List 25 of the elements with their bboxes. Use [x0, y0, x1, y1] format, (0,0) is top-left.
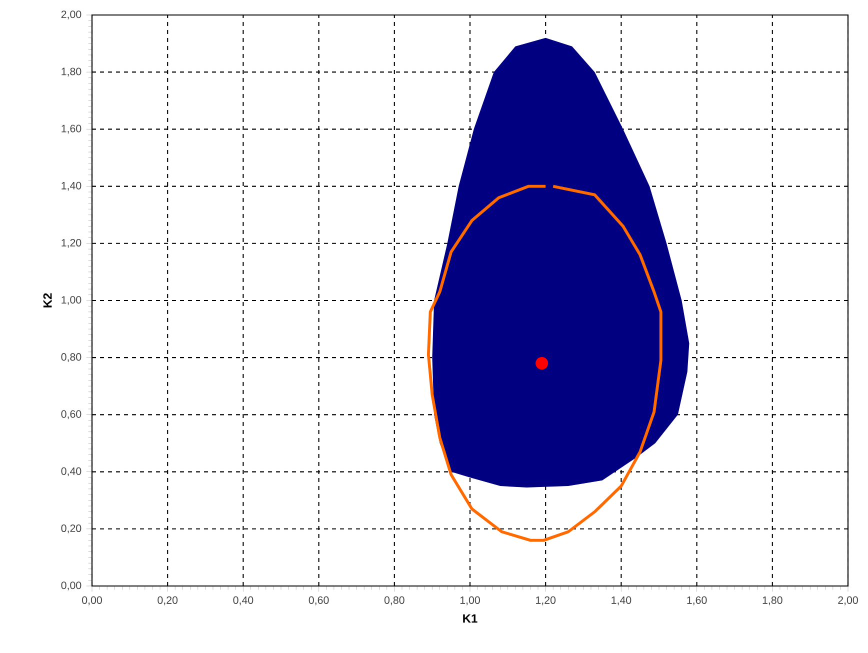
x-axis-title: K1 [463, 614, 478, 623]
x-tick-label: 0,00 [82, 596, 102, 606]
x-tick-label: 1,20 [536, 596, 556, 606]
x-tick-label: 1,80 [762, 596, 782, 606]
x-tick-label: 0,40 [233, 596, 254, 606]
y-tick-label: 0,60 [61, 410, 82, 420]
x-tick-label: 1,60 [687, 596, 707, 606]
y-tick-label: 0,80 [61, 353, 82, 362]
x-tick-label: 0,60 [308, 596, 329, 606]
y-tick-label: 0,00 [61, 582, 82, 590]
y-axis-title: K2 [43, 293, 52, 308]
y-tick-label: 1,40 [62, 182, 82, 191]
y-tick-label: 1,00 [62, 296, 82, 305]
x-tick-label: 2,00 [838, 596, 858, 606]
y-tick-label: 1,80 [62, 68, 82, 76]
y-tick-label: 2,00 [61, 10, 82, 20]
y-tick-label: 0,20 [61, 524, 82, 534]
line-series [426, 184, 662, 542]
x-tick-label: 1,40 [612, 596, 632, 606]
y-tick-label: 0,40 [61, 467, 82, 476]
y-tick-label: 1,20 [62, 238, 82, 248]
x-tick-label: 0,80 [384, 596, 404, 606]
x-tick-label: 0,20 [158, 596, 178, 606]
x-tick-label: 1,00 [460, 596, 480, 606]
y-tick-label: 1,60 [62, 124, 82, 134]
